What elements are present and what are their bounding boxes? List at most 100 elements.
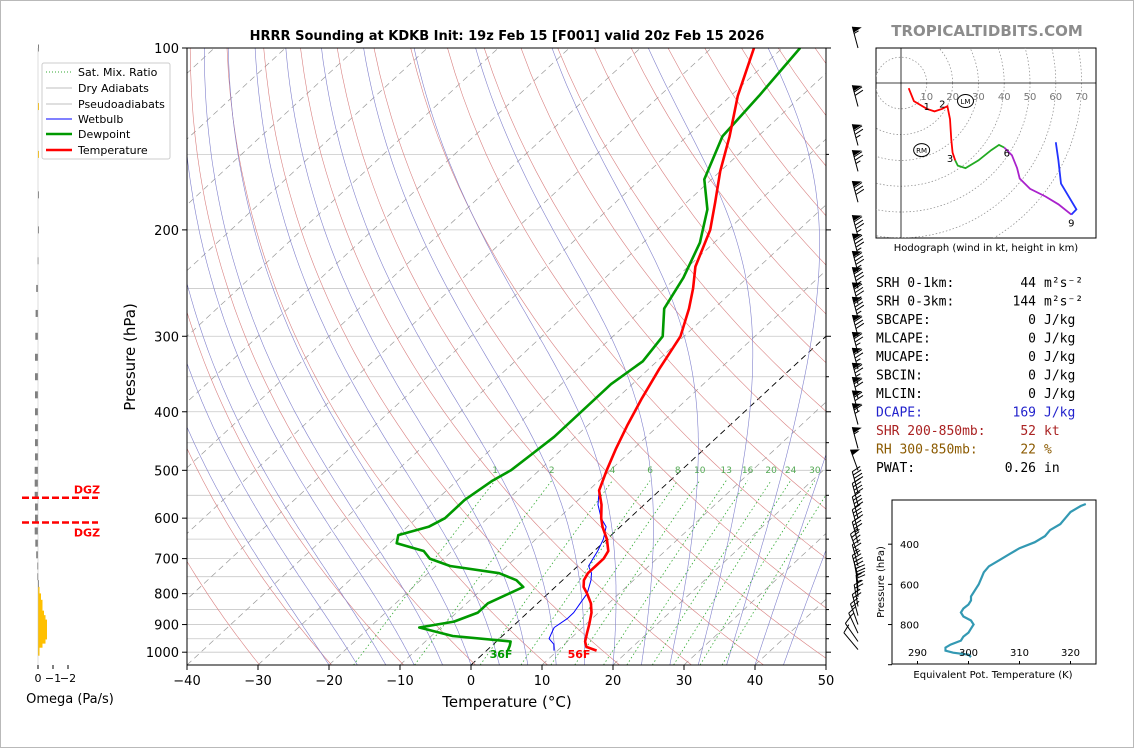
- barb-half: [855, 342, 861, 346]
- isotherm-line: [541, 401, 826, 665]
- theta-e-frame: [891, 499, 1097, 665]
- barb-full: [853, 472, 863, 479]
- barb-full: [854, 367, 864, 374]
- wind-barb: [851, 26, 862, 49]
- hodograph-segment: [907, 87, 957, 161]
- hodograph-height-label: 6: [1004, 149, 1010, 160]
- barb-full: [856, 567, 866, 573]
- dry-adiabat: [483, 48, 826, 510]
- hodograph-height-label: 1: [924, 102, 930, 113]
- barb-full: [852, 549, 861, 556]
- barb-full: [853, 510, 863, 517]
- barb-staff: [844, 623, 859, 642]
- dry-adiabat: [263, 48, 620, 665]
- wind-barb: [851, 124, 864, 146]
- omega-bar: [36, 551, 38, 559]
- hodograph-ring-label: 50: [1024, 92, 1037, 103]
- mixing-ratio-label: 4: [610, 466, 616, 476]
- stat-value: 52: [1020, 424, 1036, 439]
- barb-full: [853, 579, 863, 586]
- theta-e-x-tick-label: 290: [908, 648, 927, 659]
- pseudoadiabat: [285, 48, 529, 665]
- x-tick-label: 30: [676, 674, 693, 689]
- barb-full: [852, 542, 862, 549]
- isotherm-line: [187, 48, 712, 534]
- stat-value: 0: [1028, 350, 1036, 365]
- pseudoadiabat: [187, 151, 415, 665]
- barb-staff: [851, 471, 859, 494]
- stat-label: SBCAPE:: [876, 313, 931, 328]
- barb-full: [854, 238, 864, 245]
- wind-barb: [851, 549, 862, 577]
- y-tick-label: 600: [154, 512, 179, 527]
- chart-title: HRRR Sounding at KDKB Init: 19z Feb 15 […: [250, 29, 765, 44]
- dry-adiabat: [189, 48, 476, 665]
- barb-pennant: [852, 26, 862, 33]
- stat-unit: J/kg: [1044, 369, 1075, 384]
- barb-staff: [850, 603, 859, 625]
- dgz-label: DGZ: [74, 526, 100, 539]
- wind-barb: [851, 427, 862, 449]
- barb-staff: [851, 347, 859, 370]
- theta-e-profile: [944, 502, 1087, 658]
- barb-full: [853, 484, 863, 491]
- omega-bar: [35, 439, 38, 447]
- barb-half: [854, 410, 860, 414]
- barb-full: [852, 469, 862, 476]
- isotherm-line: [612, 467, 826, 665]
- omega-bar: [35, 332, 38, 340]
- barb-full: [852, 481, 862, 488]
- mixing-ratio-label: 16: [742, 466, 754, 476]
- dry-adiabat: [557, 48, 826, 412]
- wind-barb: [851, 403, 863, 425]
- barb-pennant: [852, 403, 862, 410]
- barb-half: [856, 280, 862, 285]
- mixing-ratio-label: 24: [785, 466, 797, 476]
- dry-adiabat: [300, 48, 692, 665]
- omega-bar: [38, 628, 47, 636]
- dry-adiabat: [336, 48, 764, 665]
- hodograph-height-label: 9: [1068, 218, 1074, 229]
- barb-pennant: [850, 449, 860, 456]
- stat-unit: %: [1044, 443, 1052, 458]
- barb-full: [854, 352, 864, 359]
- barb-full: [854, 185, 864, 192]
- barb-full: [856, 574, 866, 579]
- mixing-ratio-line: [673, 480, 791, 665]
- dgz-label: DGZ: [74, 484, 100, 497]
- omega-bar: [38, 615, 46, 623]
- barb-full: [855, 241, 865, 248]
- omega-panel: 0 −1−2 DGZ DGZ: [22, 44, 100, 685]
- barb-full: [854, 583, 864, 589]
- stat-label: SBCIN:: [876, 369, 923, 384]
- mixing-ratio-label: 13: [720, 466, 731, 476]
- barb-full: [853, 498, 863, 505]
- theta-e-y-tick-label: 400: [900, 540, 919, 551]
- watermark: TROPICALTIDBITS.COM: [891, 22, 1083, 40]
- dry-adiabat: [187, 447, 332, 665]
- isotherm-line: [470, 335, 826, 665]
- theta-e-y-tick-label: 800: [900, 621, 919, 632]
- legend-temperature: Temperature: [77, 144, 148, 157]
- surface-dewpoint-label: 36F: [490, 648, 513, 661]
- pseudoadiabat: [551, 48, 699, 665]
- barb-staff: [851, 496, 859, 519]
- hodograph-height-label: 3: [947, 154, 953, 165]
- stat-unit: J/kg: [1044, 406, 1075, 421]
- barb-full: [853, 86, 863, 93]
- pseudoadiabat: [227, 48, 472, 665]
- stat-unit: m²s⁻²: [1044, 276, 1083, 291]
- barb-full: [843, 624, 850, 633]
- barb-half: [849, 612, 855, 617]
- barb-half: [856, 310, 862, 315]
- mixing-ratio-label: 10: [694, 466, 706, 476]
- hodograph-ring-label: 70: [1075, 92, 1088, 103]
- barb-full: [852, 507, 862, 514]
- hodograph-ring-label: 60: [1049, 92, 1062, 103]
- omega-bar: [38, 103, 39, 111]
- y-tick-label: 200: [154, 224, 179, 239]
- mixing-ratio-label: 8: [675, 466, 681, 476]
- y-tick-label: 800: [154, 588, 179, 603]
- barb-pennant: [852, 215, 862, 221]
